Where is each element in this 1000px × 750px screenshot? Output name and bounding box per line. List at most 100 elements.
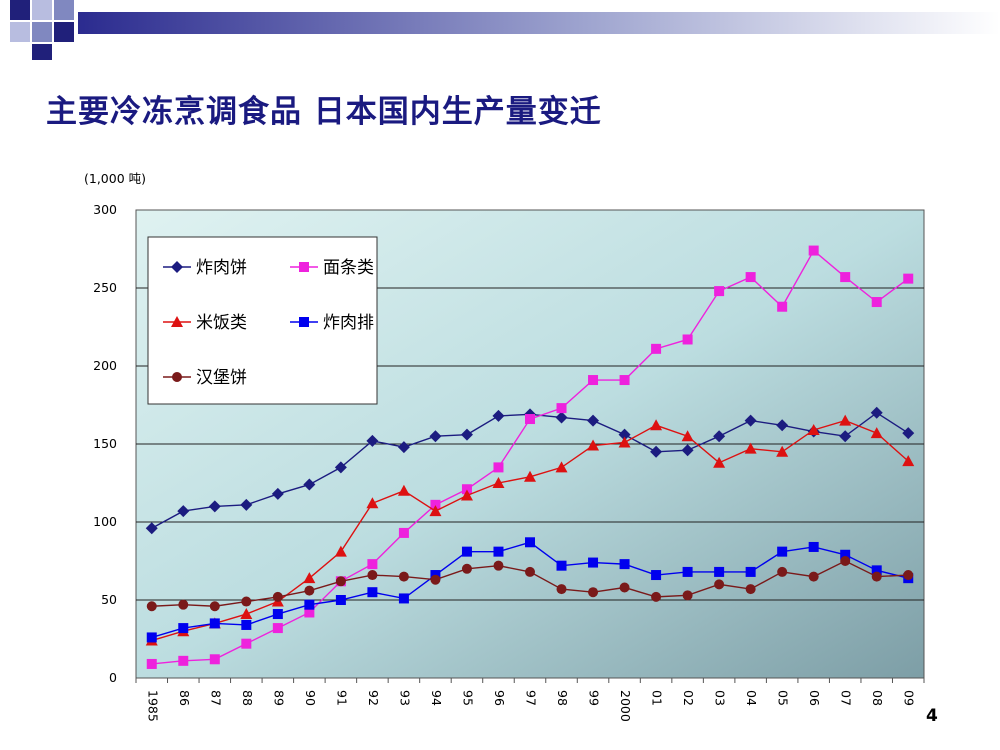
data-point	[839, 430, 852, 443]
data-point	[556, 403, 567, 414]
legend-item-4: 汉堡饼	[163, 368, 247, 388]
data-point	[714, 286, 725, 297]
legend-label: 炸肉排	[323, 313, 374, 333]
x-tick-label: 90	[303, 690, 318, 706]
data-point	[146, 632, 157, 643]
data-point	[807, 423, 820, 435]
data-point	[555, 411, 568, 424]
data-point	[745, 566, 756, 577]
data-point	[178, 655, 189, 666]
data-point	[493, 560, 504, 571]
data-point	[744, 442, 757, 454]
header-decoration	[10, 0, 1000, 60]
x-tick-label: 94	[429, 690, 444, 706]
data-point	[146, 658, 157, 669]
data-point	[460, 489, 473, 501]
x-tick-label: 99	[587, 690, 602, 706]
data-point	[840, 549, 851, 560]
x-tick-label: 86	[177, 690, 192, 706]
legend-swatch-marker	[171, 261, 183, 273]
data-point	[619, 559, 630, 570]
x-tick-label: 09	[902, 690, 917, 706]
data-point	[525, 414, 535, 425]
legend-box	[147, 236, 378, 405]
data-point	[460, 428, 473, 441]
data-point	[681, 444, 694, 457]
data-point	[682, 566, 693, 577]
x-tick-label: 91	[334, 690, 349, 706]
data-point	[651, 343, 662, 354]
data-point	[587, 414, 600, 427]
data-point	[618, 436, 631, 448]
data-point	[619, 582, 630, 593]
data-point	[713, 430, 726, 443]
data-point	[714, 579, 725, 590]
data-point	[272, 609, 283, 620]
data-point	[651, 570, 662, 581]
data-point	[681, 430, 694, 442]
legend-item-2: 米饭类	[163, 313, 247, 333]
x-tick-label: 98	[555, 690, 570, 706]
legend-label: 汉堡饼	[196, 368, 247, 388]
data-point	[366, 434, 379, 447]
x-tick-label: 89	[271, 690, 286, 706]
data-point	[492, 477, 505, 488]
data-point	[525, 566, 535, 577]
x-tick-label: 02	[681, 690, 696, 706]
data-point	[209, 601, 220, 612]
data-point	[902, 455, 915, 467]
data-point	[304, 585, 315, 596]
data-point	[555, 461, 568, 473]
y-axis-unit-label: (1,000 吨)	[84, 171, 146, 186]
data-point	[367, 559, 378, 570]
data-point	[713, 456, 726, 468]
x-tick-label: 05	[776, 690, 791, 706]
data-point	[146, 601, 157, 612]
data-point	[871, 297, 882, 308]
data-point	[334, 545, 347, 557]
data-point	[398, 571, 409, 582]
legend-swatch-marker	[299, 262, 309, 272]
data-point	[588, 557, 599, 568]
data-point	[808, 541, 819, 552]
x-tick-label: 95	[460, 690, 475, 706]
data-point	[556, 560, 567, 571]
data-point	[178, 623, 189, 634]
data-point	[240, 498, 253, 511]
data-point	[334, 461, 347, 474]
data-point	[461, 546, 472, 557]
data-point	[177, 505, 190, 518]
data-point	[493, 546, 504, 557]
data-point	[367, 570, 378, 581]
data-point	[556, 584, 567, 595]
series-group	[145, 245, 915, 669]
data-point	[744, 414, 757, 427]
data-point	[272, 591, 283, 602]
data-point	[493, 462, 504, 473]
data-point	[241, 638, 252, 649]
data-point	[682, 334, 693, 345]
legend-label: 面条类	[323, 258, 374, 278]
y-tick-label: 300	[93, 202, 117, 217]
data-point	[745, 272, 756, 283]
data-point	[777, 301, 788, 312]
data-point	[776, 445, 789, 457]
y-tick-label: 250	[93, 280, 117, 295]
data-point	[714, 566, 725, 577]
data-point	[870, 406, 883, 419]
data-point	[397, 484, 410, 496]
y-tick-label: 0	[109, 670, 117, 685]
data-point	[461, 563, 472, 574]
data-point	[241, 596, 252, 607]
data-point	[145, 522, 158, 535]
data-point	[619, 375, 630, 386]
data-point	[650, 445, 663, 458]
data-point	[588, 375, 599, 386]
data-point	[398, 593, 409, 604]
data-point	[651, 591, 662, 602]
data-point	[870, 427, 883, 439]
x-tick-label: 97	[524, 690, 539, 706]
legend-label: 炸肉饼	[196, 258, 247, 278]
x-tick-label: 2000	[618, 690, 633, 722]
